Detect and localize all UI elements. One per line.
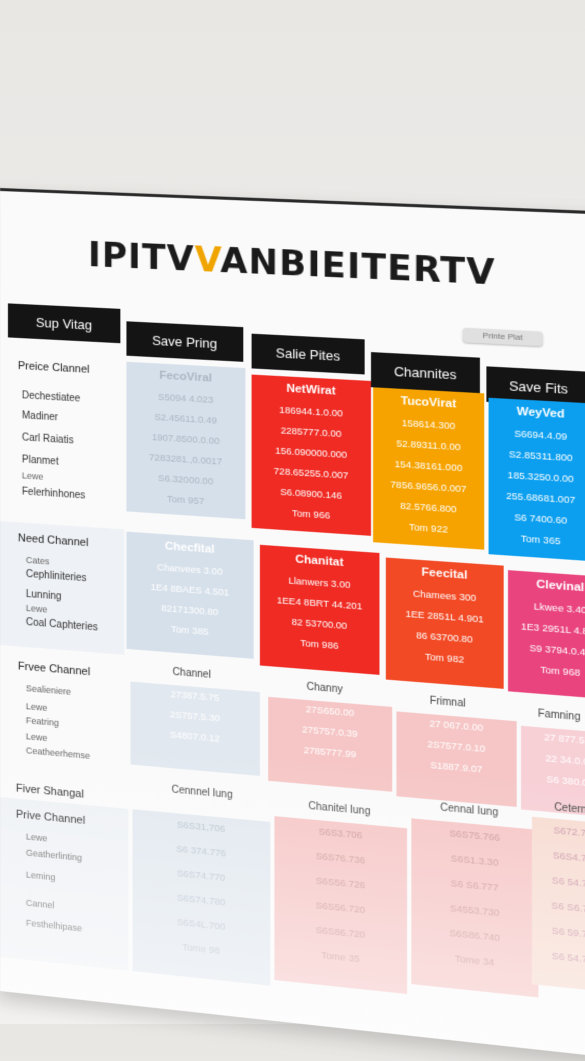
column-title: Cennnel Iung <box>151 783 254 803</box>
column-header-1: Sup Vitag <box>8 303 120 343</box>
plan-card[interactable]: TucoVirat 158614.300 52.89311.0.00 154.3… <box>373 387 484 549</box>
column-header-3: Salie Pites <box>252 334 365 375</box>
column-title: Channel <box>141 664 244 683</box>
plan-card[interactable]: Feecital Chamees 300 1EE 2851L 4.901 86 … <box>386 558 504 689</box>
print-plan-button[interactable]: Printe Plat <box>463 328 543 347</box>
plan-card[interactable]: S6S75.766 S6S1.3.30 S6 S6.777 S4553.730 … <box>411 818 538 997</box>
row-label: Lewe <box>26 701 47 713</box>
row-label: Ceatheerhemse <box>26 745 90 761</box>
plan-card[interactable]: S6S31,706 S6 374.776 S6S74.770 S6S74.780… <box>133 809 271 985</box>
column-title: Channy <box>272 679 377 699</box>
column-title: Famning <box>510 706 585 726</box>
section-3-title: Frvee Channel <box>18 660 90 678</box>
section-1-title: Preice Clannel <box>18 360 90 376</box>
row-label: Cates <box>26 555 49 567</box>
plan-card[interactable]: NetWirat 186944.1.0.00 2285777.0.00 156.… <box>252 375 371 536</box>
plan-line: S6 380.00 <box>521 768 585 798</box>
row-label: Lewe <box>26 831 47 843</box>
column-title: Chanitel Iung <box>287 799 392 820</box>
plan-card[interactable]: 27387.5.75 2S757.5.30 S4807.0.12 <box>131 682 260 776</box>
row-label: Felerhinhones <box>22 486 85 501</box>
plan-card[interactable]: Chanitat Llanwers 3.00 1EE4 8BRT 44.201 … <box>260 545 380 675</box>
plan-line: Tom 968 <box>508 658 585 687</box>
column-title: Frimnal <box>394 693 501 713</box>
column-header-2: Save Pring <box>126 321 243 362</box>
plan-card[interactable]: FecoViral S5094 4.023 S2.45611.0.49 1907… <box>126 362 245 520</box>
row-label: Sealieniere <box>26 683 71 697</box>
plan-card[interactable]: Checfital Chanvees 3.00 1E4 8BAES 4.501 … <box>126 532 253 659</box>
row-label: Planmet <box>22 454 59 467</box>
column-header-4: Channites <box>371 352 480 393</box>
plan-card[interactable]: S672.706 S6S4.742 S6 54.770 S6 S6.770 S6… <box>532 817 585 994</box>
row-label: Lewe <box>26 603 47 615</box>
section-4-title: Fiver Shangal <box>16 782 84 800</box>
plan-card[interactable]: S6S3.706 S6S76.736 S6S56.726 S6S56.720 S… <box>274 816 407 994</box>
row-label: Dechestiatee <box>22 390 80 404</box>
pricing-board: IPITVVANBIEITERTV Printe Plat Sup Vitag … <box>0 188 585 1061</box>
row-label: Featring <box>26 715 59 728</box>
plan-card[interactable]: 27S650.00 275757.0.39 2785777.99 <box>268 697 392 792</box>
plan-card[interactable]: 27 067.0.00 2S7577.0.10 S1887.9.07 <box>396 711 516 807</box>
row-label: Lewe <box>26 731 47 743</box>
row-label: Madiner <box>22 410 58 423</box>
row-label: Lewe <box>22 470 43 481</box>
plan-line: S6 54.770 <box>532 942 585 976</box>
plan-card[interactable]: WeyVed S6694.4.09 S2.85311.800 185.3250.… <box>489 398 585 562</box>
plan-card[interactable]: Clevinal Lkwee 3.40 1E3 2951L 4.801 S9 3… <box>508 570 585 699</box>
brand-logo: IPITVVANBIEITERTV <box>88 235 496 294</box>
row-label: Carl Raiatis <box>22 432 74 446</box>
